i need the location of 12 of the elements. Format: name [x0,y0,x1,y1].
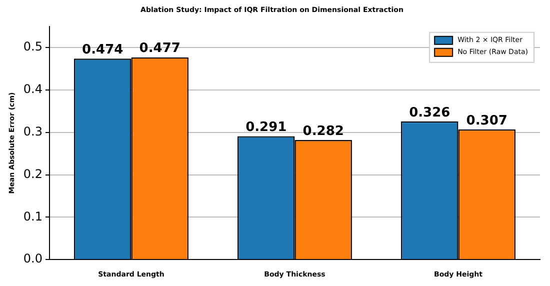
data-label: 0.307 [466,113,508,128]
data-label: 0.474 [82,42,124,58]
data-label: 0.326 [409,105,450,120]
data-label: 0.477 [139,41,180,56]
y-tick-label: 0.2 [23,166,42,181]
y-tick-label: 0.5 [23,40,42,54]
y-tick-label: 0.4 [23,82,42,96]
data-label: 0.291 [246,120,287,136]
data-label: 0.282 [302,124,344,139]
y-tick-label: 0.1 [23,209,42,224]
y-tick-label: 0.0 [23,252,42,266]
y-tick-label: 0.3 [23,124,42,139]
